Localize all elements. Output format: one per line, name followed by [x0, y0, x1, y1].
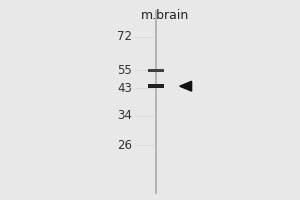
Text: m.brain: m.brain	[141, 9, 189, 22]
Text: 34: 34	[117, 109, 132, 122]
Bar	[148, 69, 164, 72]
Bar	[148, 84, 164, 88]
Polygon shape	[180, 81, 192, 91]
Text: 72: 72	[117, 30, 132, 43]
Text: 43: 43	[117, 82, 132, 95]
Text: 26: 26	[117, 139, 132, 152]
Text: 55: 55	[117, 64, 132, 77]
